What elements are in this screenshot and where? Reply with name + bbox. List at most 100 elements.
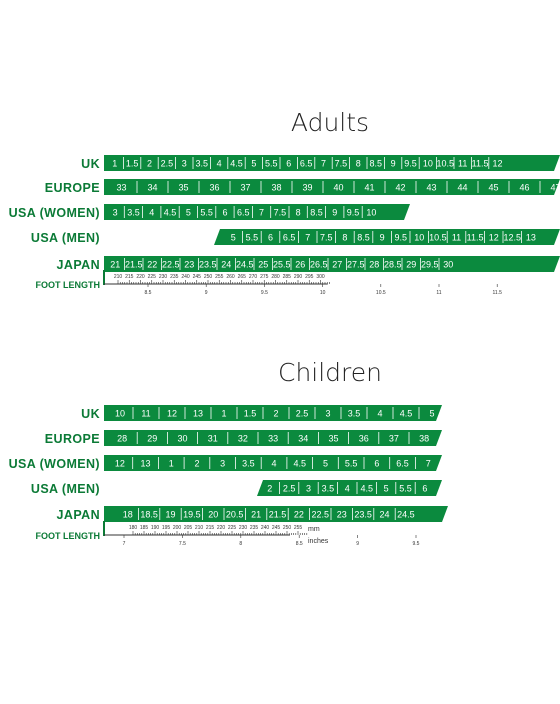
adults-japan-cell: 21 — [110, 260, 120, 270]
adults-uk-cell: 6.5 — [300, 159, 313, 169]
adults-uk-cell: 2 — [147, 159, 152, 169]
adults-europe-cell: 42 — [395, 183, 405, 193]
children-europe-cell: 28 — [117, 434, 127, 444]
children-uk-cell: 10 — [115, 409, 125, 419]
children-uk-cell: 13 — [193, 409, 203, 419]
children-uk-cell: 4.5 — [400, 409, 413, 419]
mm-tick-label: 245 — [193, 274, 202, 280]
children-usa-men-cell: 4 — [345, 484, 350, 494]
children-usa-men-cell: 2.5 — [283, 484, 296, 494]
adults-japan-cell: 24.5 — [236, 260, 254, 270]
children-europe-bar — [104, 430, 442, 446]
mm-tick-label: 255 — [215, 274, 224, 280]
children-uk-cell: 2.5 — [296, 409, 309, 419]
adults-title: Adults — [290, 108, 370, 137]
adults-japan-cell: 24 — [221, 260, 231, 270]
adults-usa-men-bar — [214, 229, 560, 245]
children-foot-length-label: FOOT LENGTH — [36, 531, 101, 541]
adults-usa-men-cell: 6.5 — [283, 233, 296, 243]
adults-usa-women-bar — [104, 204, 410, 220]
children-europe-cell: 38 — [419, 434, 429, 444]
inch-tick-label: 7 — [123, 541, 126, 547]
adults-usa-men-cell: 5 — [231, 233, 236, 243]
children-usa-men-cell: 5 — [384, 484, 389, 494]
adults-uk-cell: 11 — [458, 159, 467, 169]
inch-tick-label: 8.5 — [296, 541, 303, 547]
mm-tick-label: 215 — [125, 274, 134, 280]
mm-tick-label: 215 — [206, 525, 215, 531]
children-title: Children — [277, 358, 383, 387]
adults-japan-cell: 23.5 — [199, 260, 217, 270]
mm-tick-label: 195 — [162, 525, 171, 531]
adults-usa-women-cell: 8.5 — [310, 208, 323, 218]
children-japan-bar — [104, 506, 448, 522]
children-usa-women-cell: 3 — [220, 459, 225, 469]
children-japan-cell: 21.5 — [269, 510, 287, 520]
children-japan-cell: 20 — [208, 510, 218, 520]
adults-usa-women-cell: 3.5 — [127, 208, 140, 218]
children-japan-cell: 21 — [251, 510, 261, 520]
mm-unit-label: mm — [308, 526, 320, 533]
children-uk-bar — [104, 405, 442, 421]
adults-japan-cell: 23 — [184, 260, 194, 270]
adults-uk-cell: 9.5 — [404, 159, 417, 169]
mm-tick-label: 210 — [195, 525, 204, 531]
adults-uk-cell: 2.5 — [161, 159, 174, 169]
adults-uk-cell: 4.5 — [230, 159, 243, 169]
adults-usa-men-cell: 7.5 — [320, 233, 333, 243]
adults-uk-cell: 5 — [251, 159, 256, 169]
children-japan-cell: 23.5 — [354, 510, 372, 520]
mm-tick-label: 180 — [129, 525, 138, 531]
adults-uk-cell: 1.5 — [126, 159, 139, 169]
children-usa-men-cell: 3.5 — [322, 484, 335, 494]
children-usa-men-cell: 6 — [422, 484, 427, 494]
children-usa-women-cell: 13 — [141, 459, 151, 469]
children-uk-cell: 1.5 — [244, 409, 257, 419]
children-europe-cell: 31 — [208, 434, 218, 444]
mm-tick-label: 255 — [294, 525, 303, 531]
mm-tick-label: 190 — [151, 525, 160, 531]
adults-usa-men-cell: 12 — [489, 233, 499, 243]
adults-japan-cell: 27 — [332, 260, 342, 270]
adults-usa-women-cell: 5 — [186, 208, 191, 218]
adults-uk-cell: 11.5 — [472, 159, 489, 169]
children-usa-men-cell: 4.5 — [360, 484, 373, 494]
adults-usa-men-label: USA (MEN) — [31, 231, 100, 245]
mm-tick-label: 245 — [272, 525, 281, 531]
children-japan-cell: 23 — [337, 510, 347, 520]
adults-usa-men-cell: 10 — [414, 233, 424, 243]
adults-europe-label: EUROPE — [45, 181, 100, 195]
adults-usa-women-cell: 3 — [113, 208, 118, 218]
mm-tick-label: 210 — [114, 274, 123, 280]
children-usa-women-cell: 6.5 — [396, 459, 409, 469]
adults-usa-men-cell: 13 — [526, 233, 536, 243]
adults-usa-women-cell: 4.5 — [164, 208, 177, 218]
mm-tick-label: 295 — [305, 274, 314, 280]
children-usa-women-cell: 6 — [374, 459, 379, 469]
adults-uk-cell: 1 — [112, 159, 117, 169]
children-europe-label: EUROPE — [45, 432, 100, 446]
children-japan-cell: 22.5 — [312, 510, 330, 520]
children-usa-women-cell: 4.5 — [293, 459, 306, 469]
children-japan-cell: 20.5 — [226, 510, 244, 520]
children-usa-women-cell: 1 — [169, 459, 174, 469]
adults-japan-cell: 25.5 — [273, 260, 291, 270]
adults-europe-cell: 44 — [457, 183, 467, 193]
children-usa-women-cell: 5 — [323, 459, 328, 469]
children-uk-cell: 12 — [167, 409, 177, 419]
mm-tick-label: 225 — [148, 274, 157, 280]
adults-uk-cell: 9 — [391, 159, 396, 169]
children-japan-cell: 24 — [379, 510, 389, 520]
adults-usa-men-cell: 12.5 — [504, 233, 522, 243]
adults-usa-men-cell: 9.5 — [394, 233, 407, 243]
adults-uk-cell: 8 — [356, 159, 361, 169]
adults-europe-cell: 46 — [519, 183, 529, 193]
mm-tick-label: 260 — [226, 274, 235, 280]
inch-tick-label: 9 — [205, 290, 208, 296]
adults-japan-label: JAPAN — [57, 258, 100, 272]
children-uk-label: UK — [81, 407, 100, 421]
adults-usa-women-cell: 6.5 — [237, 208, 250, 218]
mm-tick-label: 185 — [140, 525, 149, 531]
